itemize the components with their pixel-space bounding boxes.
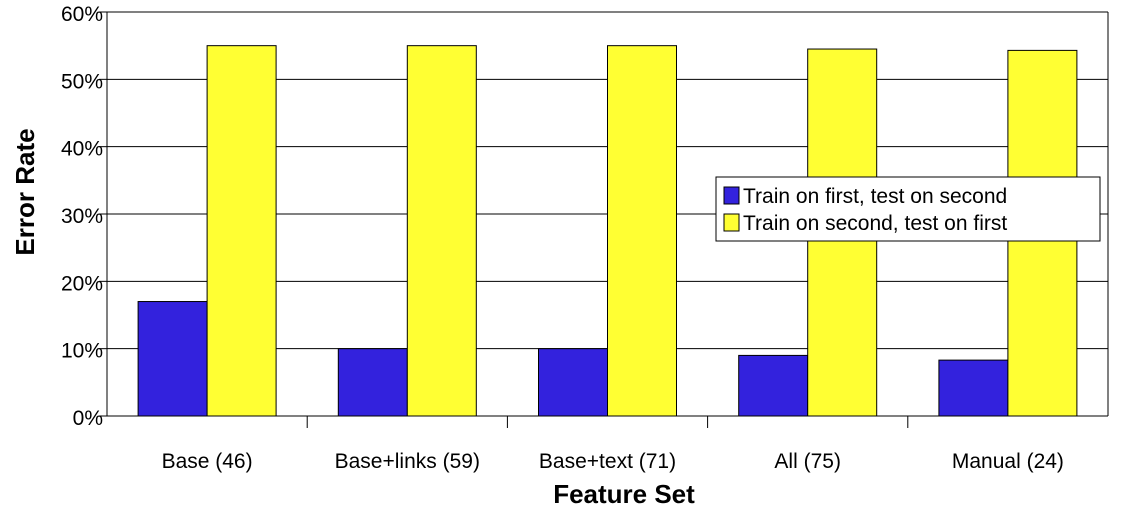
bar-first-second-3 bbox=[738, 354, 809, 417]
x-tick-label: Base+links (59) bbox=[335, 450, 480, 473]
legend-box bbox=[715, 176, 1101, 242]
x-axis-title: Feature Set bbox=[553, 479, 695, 509]
bar-first-second-1 bbox=[337, 348, 408, 417]
x-tick-label: Base+text (71) bbox=[539, 450, 676, 473]
y-tick-label: 50% bbox=[61, 70, 103, 93]
legend-swatch bbox=[723, 186, 740, 205]
y-axis-title: Error Rate bbox=[10, 128, 40, 255]
x-tick-labels: Base (46) Base+links (59) Base+text (71) Al… bbox=[162, 450, 1064, 473]
y-tick-label: 0% bbox=[73, 407, 103, 430]
legend-label: Train on first, test on second bbox=[743, 185, 1007, 208]
y-tick-label: 60% bbox=[61, 3, 103, 26]
y-tick-label: 10% bbox=[61, 340, 103, 363]
legend: Train on first, test on second Train on s… bbox=[715, 176, 1101, 242]
y-tick-label: 30% bbox=[61, 205, 103, 228]
y-tick-label: 40% bbox=[61, 138, 103, 161]
y-tick-label: 20% bbox=[61, 272, 103, 295]
x-tick-label: All (75) bbox=[774, 450, 841, 473]
bar-second-first-1 bbox=[406, 45, 477, 417]
y-tick-labels: 0% 10% 20% 30% 40% 50% 60% bbox=[61, 3, 103, 430]
bar-first-second-0 bbox=[137, 301, 208, 417]
x-tick-label: Manual (24) bbox=[952, 450, 1064, 473]
bar-first-second-4 bbox=[938, 359, 1009, 417]
legend-label: Train on second, test on first bbox=[743, 212, 1007, 235]
bar-second-first-2 bbox=[607, 45, 677, 417]
bar-first-second-2 bbox=[538, 348, 608, 417]
x-tick-label: Base (46) bbox=[162, 450, 253, 473]
bar-second-first-0 bbox=[206, 45, 277, 417]
legend-swatch bbox=[723, 213, 740, 232]
axes bbox=[99, 11, 1109, 428]
